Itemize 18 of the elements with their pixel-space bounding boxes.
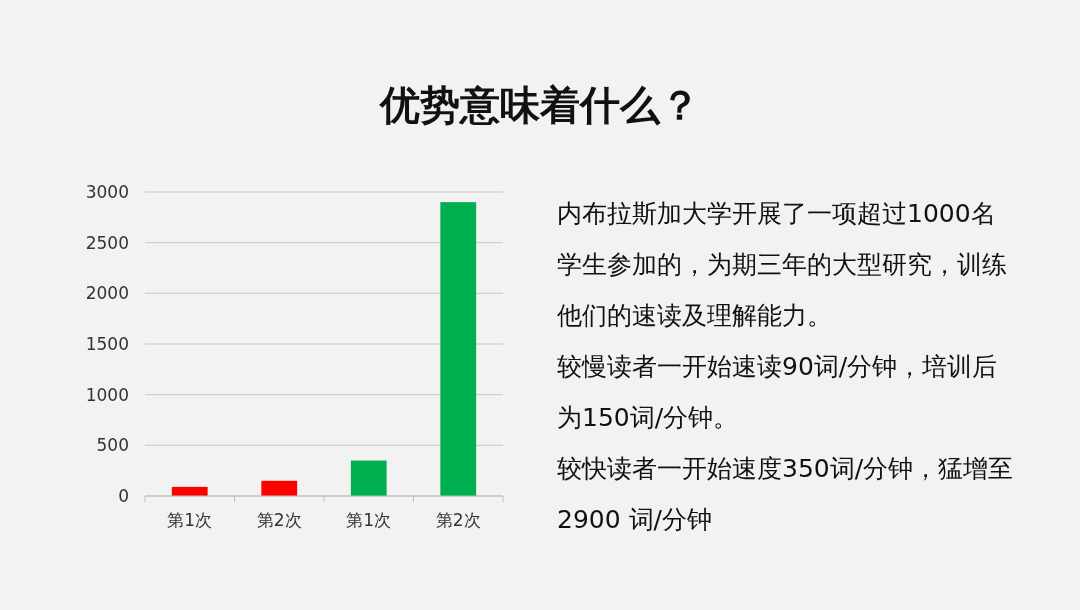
y-tick-label: 500: [96, 435, 129, 456]
y-tick-label: 1000: [85, 384, 129, 405]
text: 内布拉斯加大学开展了一项超过1000名学生参加的，为期三年的大型研究，训练他们的速读及理解能力。: [557, 198, 1008, 332]
x-tick-label: 第1次: [167, 510, 213, 530]
bar: [440, 202, 477, 496]
y-tick-label: 1500: [85, 334, 129, 354]
y-tick-label: 2000: [85, 283, 129, 304]
text: 较慢读者一开始速读90词/分钟，培训后为150词/分钟。: [557, 351, 999, 434]
x-tick-label: 第1次: [346, 510, 392, 530]
bar: [261, 480, 298, 496]
y-tick-label: 2500: [85, 232, 129, 253]
chart-title: 优势意味着什么？: [378, 81, 701, 130]
x-tick-label: 第2次: [256, 510, 302, 530]
y-tick-label: 3000: [85, 182, 129, 202]
y-tick-label: 0: [118, 486, 129, 506]
x-tick-label: 第2次: [435, 510, 481, 530]
bar: [350, 460, 387, 496]
text: 较快读者一开始速度350词/分钟，猛增至 2900 词/分钟: [557, 453, 1015, 536]
